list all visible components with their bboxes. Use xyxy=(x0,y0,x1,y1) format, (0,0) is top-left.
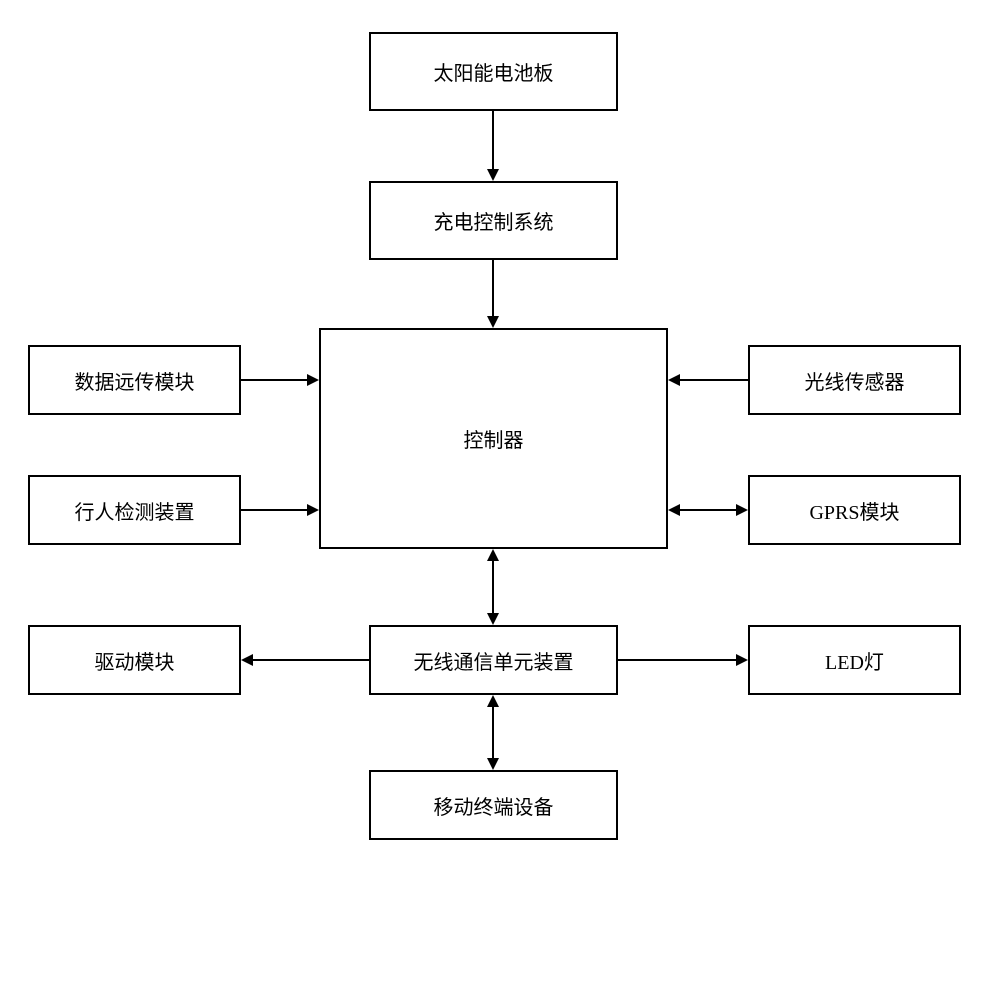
edge-line xyxy=(241,379,307,381)
edge-arrow xyxy=(736,504,748,516)
node-led: LED灯 xyxy=(748,625,961,695)
node-light-sensor: 光线传感器 xyxy=(748,345,961,415)
edge-line xyxy=(492,561,494,613)
edge-arrow xyxy=(668,504,680,516)
node-label: 控制器 xyxy=(464,424,524,453)
node-label: 充电控制系统 xyxy=(434,206,554,235)
edge-arrow xyxy=(487,316,499,328)
node-controller: 控制器 xyxy=(319,328,668,549)
edge-arrow xyxy=(668,374,680,386)
node-pedestrian: 行人检测装置 xyxy=(28,475,241,545)
edge-line xyxy=(618,659,736,661)
edge-arrow xyxy=(241,654,253,666)
node-gprs: GPRS模块 xyxy=(748,475,961,545)
edge-line xyxy=(492,260,494,316)
edge-arrow xyxy=(307,374,319,386)
edge-arrow xyxy=(487,758,499,770)
node-label: 太阳能电池板 xyxy=(434,57,554,86)
node-label: 数据远传模块 xyxy=(75,366,195,395)
edge-line xyxy=(492,111,494,169)
node-drive-module: 驱动模块 xyxy=(28,625,241,695)
edge-arrow xyxy=(487,613,499,625)
edge-arrow xyxy=(487,695,499,707)
edge-arrow xyxy=(736,654,748,666)
node-charge-control: 充电控制系统 xyxy=(369,181,618,260)
edge-arrow xyxy=(487,169,499,181)
node-label: 行人检测装置 xyxy=(75,496,195,525)
edge-line xyxy=(253,659,369,661)
edge-line xyxy=(241,509,307,511)
node-label: 无线通信单元装置 xyxy=(414,646,574,675)
edge-arrow xyxy=(307,504,319,516)
edge-line xyxy=(680,509,736,511)
node-label: 光线传感器 xyxy=(805,366,905,395)
edge-arrow xyxy=(487,549,499,561)
edge-line xyxy=(680,379,748,381)
node-label: LED灯 xyxy=(825,646,884,675)
node-mobile: 移动终端设备 xyxy=(369,770,618,840)
node-label: 移动终端设备 xyxy=(434,791,554,820)
node-label: GPRS模块 xyxy=(809,496,899,525)
node-label: 驱动模块 xyxy=(95,646,175,675)
node-solar-panel: 太阳能电池板 xyxy=(369,32,618,111)
node-wireless: 无线通信单元装置 xyxy=(369,625,618,695)
node-data-remote: 数据远传模块 xyxy=(28,345,241,415)
edge-line xyxy=(492,707,494,758)
